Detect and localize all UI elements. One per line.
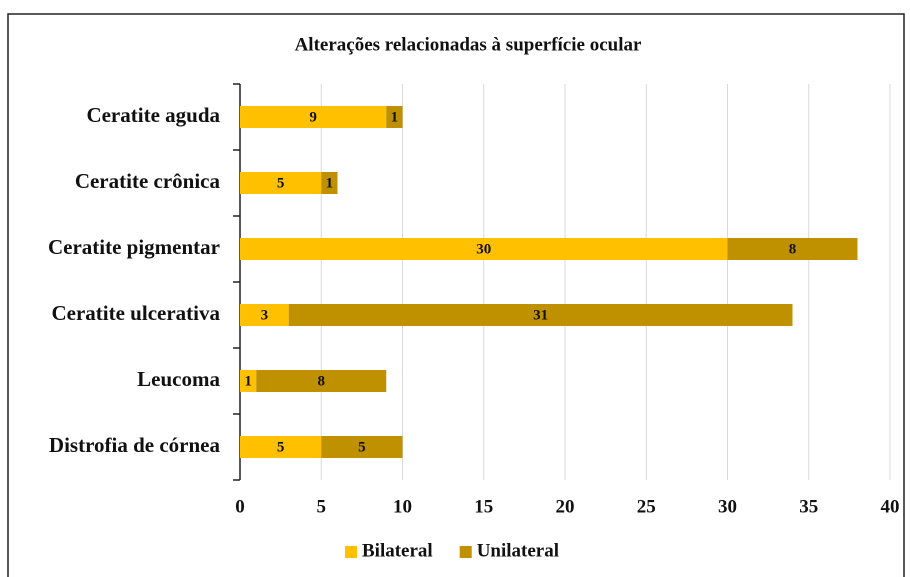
x-tick-label: 40 xyxy=(881,496,900,517)
bar-segment xyxy=(240,304,289,326)
y-tick-label: Ceratite pigmentar xyxy=(48,235,220,259)
x-tick-label: 0 xyxy=(235,496,245,517)
chart-border xyxy=(7,13,905,577)
bar-segment xyxy=(240,370,257,392)
bar-segment xyxy=(240,172,322,194)
y-tick-label: Ceratite crônica xyxy=(75,169,221,193)
bar-segment xyxy=(727,238,858,260)
data-label: 5 xyxy=(277,175,285,191)
data-label: 9 xyxy=(309,109,317,125)
data-label: 3 xyxy=(261,307,269,323)
bar-segment xyxy=(240,106,387,128)
x-tick-label: 5 xyxy=(317,496,327,517)
legend-label: Unilateral xyxy=(477,540,559,561)
x-tick-label: 30 xyxy=(718,496,737,517)
data-label: 30 xyxy=(476,241,491,257)
bar-segment xyxy=(256,370,387,392)
data-label: 8 xyxy=(318,373,326,389)
data-label: 1 xyxy=(244,373,252,389)
bar-segment xyxy=(321,172,338,194)
x-tick-label: 25 xyxy=(637,496,656,517)
legend-swatch xyxy=(345,546,357,558)
y-tick-label: Leucoma xyxy=(137,367,220,391)
bar-segment xyxy=(386,106,403,128)
data-label: 8 xyxy=(789,241,797,257)
data-label: 1 xyxy=(326,175,334,191)
x-tick-label: 10 xyxy=(393,496,412,517)
bar-segment xyxy=(288,304,793,326)
data-label: 31 xyxy=(533,307,548,323)
legend-label: Bilateral xyxy=(362,540,433,561)
y-tick-label: Ceratite aguda xyxy=(86,103,220,127)
chart-title: Alterações relacionadas à superfície ocu… xyxy=(295,34,642,55)
x-tick-label: 35 xyxy=(799,496,818,517)
bar-segment xyxy=(240,238,728,260)
data-label: 1 xyxy=(391,109,399,125)
bar-segment xyxy=(321,436,403,458)
y-tick-label: Distrofia de córnea xyxy=(49,433,221,457)
data-label: 5 xyxy=(277,439,285,455)
bar-segment xyxy=(240,436,322,458)
x-tick-label: 15 xyxy=(474,496,493,517)
x-tick-label: 20 xyxy=(556,496,575,517)
legend-swatch xyxy=(459,546,472,558)
data-label: 5 xyxy=(358,439,366,455)
y-tick-label: Ceratite ulcerativa xyxy=(51,301,220,325)
